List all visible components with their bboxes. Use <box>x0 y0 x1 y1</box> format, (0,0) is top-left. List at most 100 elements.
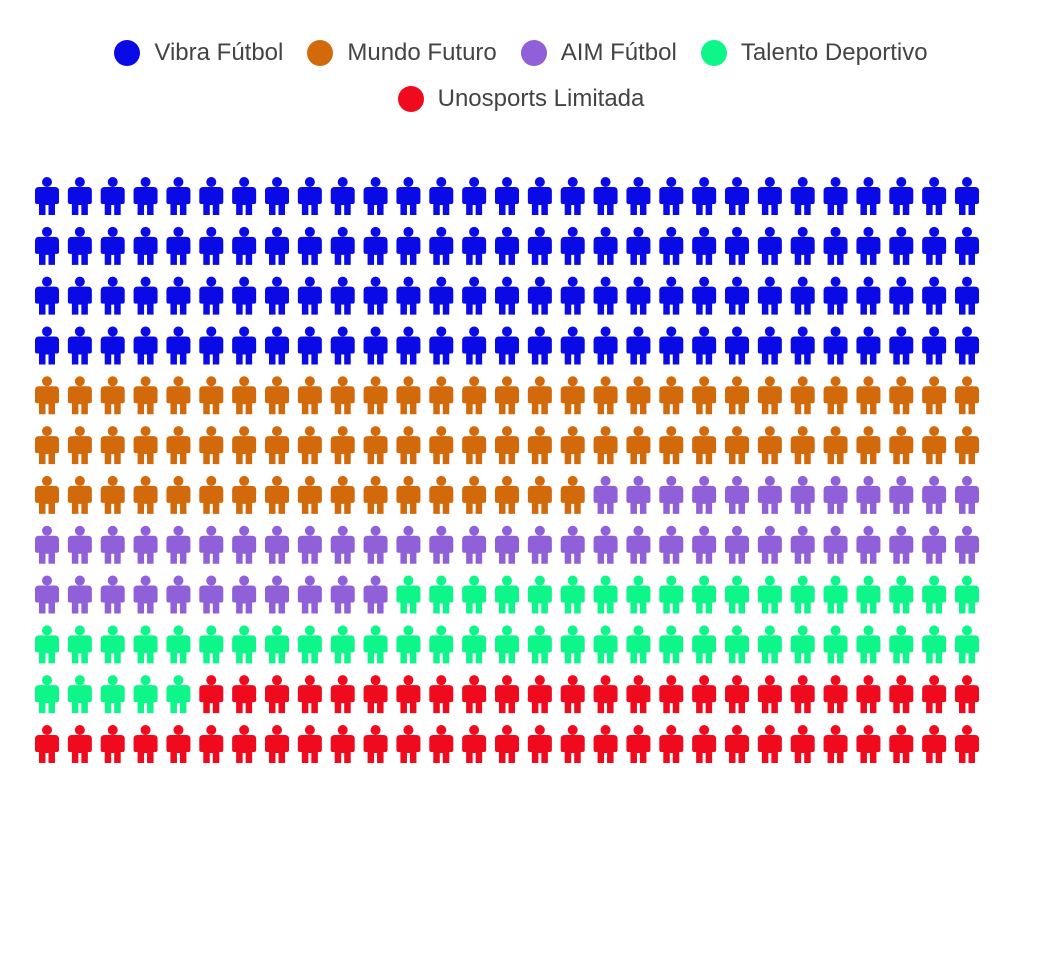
person-icon <box>495 475 519 514</box>
person-icon <box>593 725 618 763</box>
person-head <box>863 426 874 437</box>
person-icon <box>100 625 125 664</box>
person-body <box>199 436 224 465</box>
person-head <box>699 426 710 437</box>
person-icon <box>429 475 454 514</box>
person-icon <box>330 426 355 465</box>
person-icon <box>757 226 782 265</box>
legend-item[interactable]: Talento Deportivo <box>700 38 928 68</box>
person-head <box>830 177 841 187</box>
person-icon <box>396 675 421 714</box>
person-body <box>166 585 191 614</box>
person-head <box>272 276 282 287</box>
person-icon <box>396 725 421 763</box>
person-body <box>527 585 552 614</box>
person-head <box>797 226 808 237</box>
person-icon <box>232 326 257 365</box>
person-icon <box>67 326 92 365</box>
person-icon <box>560 376 585 415</box>
person-icon <box>35 177 59 215</box>
person-body <box>955 236 979 265</box>
person-icon <box>363 675 388 714</box>
person-icon <box>67 376 92 415</box>
person-head <box>567 426 578 437</box>
person-head <box>764 177 775 187</box>
person-body <box>955 485 979 514</box>
person-body <box>166 685 191 714</box>
person-head <box>42 625 52 636</box>
person-icon <box>396 276 421 315</box>
person-body <box>232 436 257 465</box>
person-body <box>495 685 519 714</box>
person-icon <box>692 725 717 763</box>
person-icon <box>856 575 881 614</box>
person-head <box>206 376 217 387</box>
person-head <box>830 575 841 586</box>
person-icon <box>396 525 421 564</box>
person-icon <box>133 426 158 465</box>
legend-item[interactable]: Vibra Fútbol <box>114 38 283 68</box>
person-icon <box>166 725 191 763</box>
person-body <box>495 585 519 614</box>
person-icon <box>823 625 848 664</box>
person-head <box>567 625 578 636</box>
person-body <box>725 485 749 514</box>
legend-item[interactable]: AIM Fútbol <box>520 38 677 68</box>
person-head <box>337 625 348 636</box>
person-icon <box>363 376 388 415</box>
person-body <box>396 436 421 465</box>
person-body <box>363 635 388 664</box>
person-icon <box>560 725 585 763</box>
person-body <box>856 286 881 315</box>
person-icon <box>265 475 289 514</box>
person-body <box>725 286 749 315</box>
legend-dot-icon <box>397 86 424 112</box>
legend-dot-icon <box>114 40 141 66</box>
person-icon <box>35 475 59 514</box>
person-head <box>830 226 841 237</box>
person-body <box>297 436 322 465</box>
legend-item[interactable]: Unosports Limitada <box>397 84 644 114</box>
person-head <box>107 675 118 686</box>
person-icon <box>527 725 552 763</box>
person-icon <box>659 276 684 315</box>
person-icon <box>462 376 487 415</box>
person-icon <box>232 226 257 265</box>
person-head <box>764 725 775 735</box>
person-icon <box>757 326 782 365</box>
person-icon <box>955 177 979 215</box>
person-head <box>304 475 315 486</box>
person-body <box>35 336 59 365</box>
person-body <box>692 336 717 365</box>
person-body <box>757 685 782 714</box>
person-head <box>239 376 250 387</box>
person-head <box>534 376 545 387</box>
person-icon <box>889 376 914 415</box>
person-icon <box>462 575 487 614</box>
person-icon <box>166 475 191 514</box>
person-body <box>462 535 487 564</box>
person-body <box>100 535 125 564</box>
person-icon <box>659 426 684 465</box>
person-body <box>593 585 618 614</box>
person-body <box>527 635 552 664</box>
person-body <box>889 336 914 365</box>
person-icon <box>429 177 454 215</box>
person-icon <box>527 575 552 614</box>
person-body <box>297 635 322 664</box>
person-body <box>133 685 158 714</box>
person-icon <box>626 675 651 714</box>
legend-item[interactable]: Mundo Futuro <box>307 38 497 68</box>
person-icon <box>757 525 782 564</box>
person-body <box>396 187 421 215</box>
legend-label: Talento Deportivo <box>740 39 928 66</box>
person-body <box>955 735 979 763</box>
person-icon <box>823 326 848 365</box>
person-icon <box>692 525 717 564</box>
person-head <box>74 625 85 636</box>
person-head <box>896 725 907 735</box>
person-body <box>560 635 585 664</box>
person-head <box>797 575 808 586</box>
person-head <box>107 326 118 337</box>
person-icon <box>166 625 191 664</box>
